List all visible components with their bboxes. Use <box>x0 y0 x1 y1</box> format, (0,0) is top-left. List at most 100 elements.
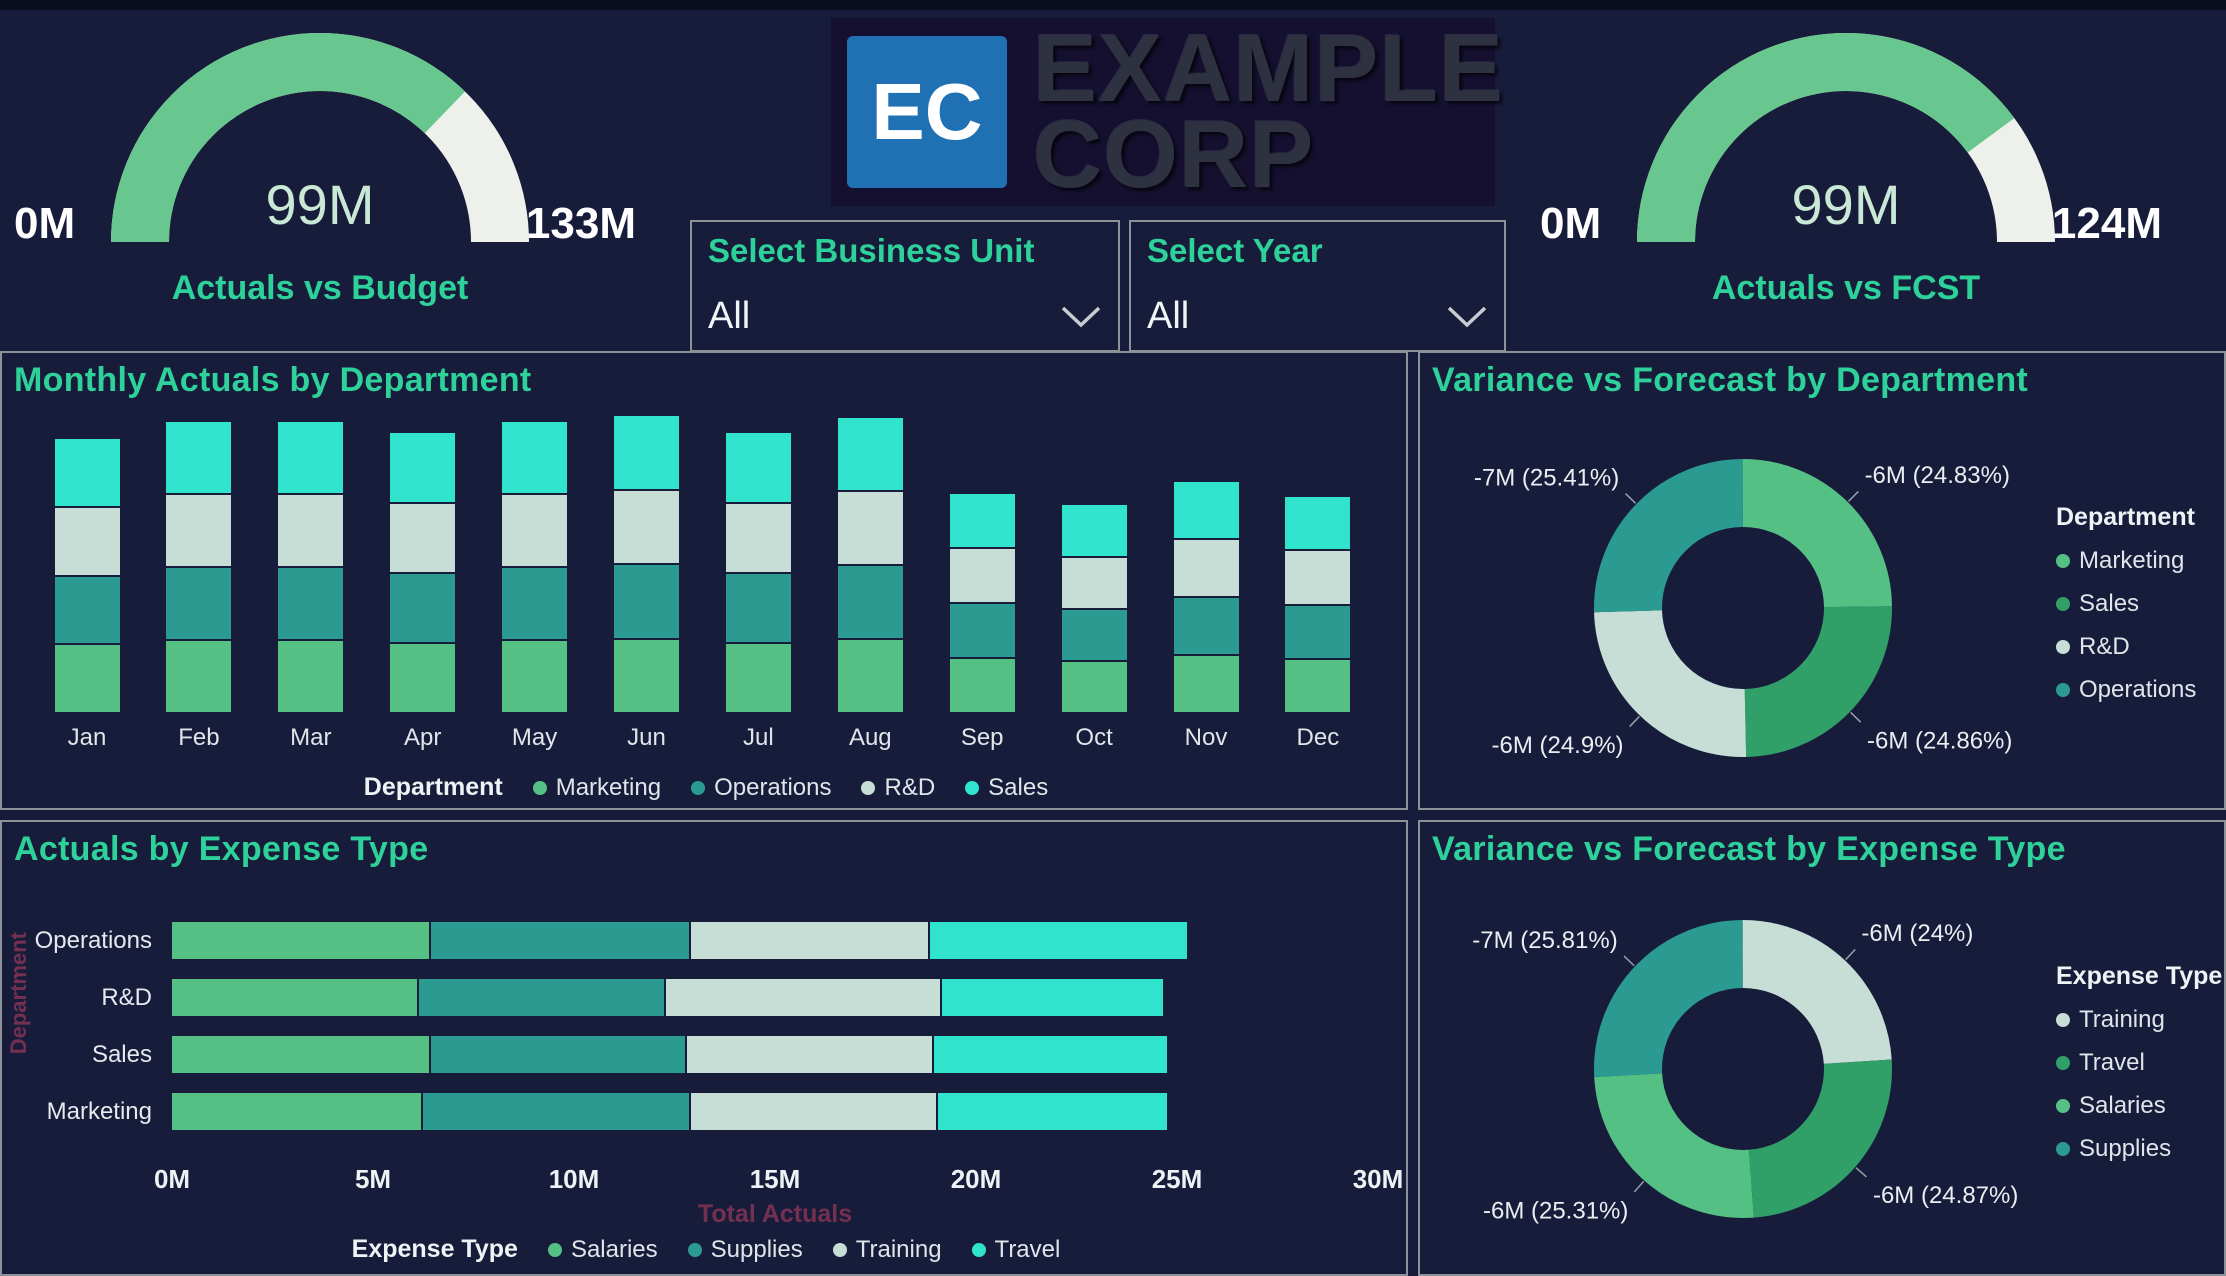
bar-segment-marketing[interactable] <box>725 643 791 712</box>
bar-marketing[interactable] <box>172 1093 1167 1130</box>
bar-r-d[interactable] <box>172 979 1163 1016</box>
legend-item-r-d[interactable]: R&D <box>2056 633 2224 661</box>
bar-segment-r-d[interactable] <box>1173 540 1239 597</box>
bar-segment-marketing[interactable] <box>502 640 568 712</box>
bar-segment-salaries[interactable] <box>172 979 418 1016</box>
legend-item-training[interactable]: Training <box>2056 1006 2224 1034</box>
chevron-down-icon[interactable] <box>1446 305 1488 329</box>
bar-segment-r-d[interactable] <box>725 503 791 572</box>
bar-segment-salaries[interactable] <box>172 1093 422 1130</box>
bar-segment-sales[interactable] <box>725 433 791 502</box>
bar-may[interactable] <box>502 421 568 712</box>
bar-jun[interactable] <box>614 416 679 712</box>
bar-segment-travel[interactable] <box>933 1036 1167 1073</box>
bar-oct[interactable] <box>1061 505 1127 712</box>
donut-slice-salaries[interactable] <box>1594 920 1892 1218</box>
legend-item-operations[interactable]: Operations <box>691 774 831 802</box>
donut-slice-travel[interactable] <box>1594 920 1892 1218</box>
bar-segment-training[interactable] <box>690 922 928 959</box>
chevron-down-icon[interactable] <box>1060 305 1102 329</box>
bar-segment-training[interactable] <box>690 1093 936 1130</box>
bar-segment-operations[interactable] <box>725 573 791 642</box>
slicer-business-unit[interactable]: Select Business Unit All <box>690 220 1120 352</box>
bar-segment-r-d[interactable] <box>949 548 1015 602</box>
bar-segment-r-d[interactable] <box>502 494 568 566</box>
legend-item-operations[interactable]: Operations <box>2056 676 2224 704</box>
bar-segment-operations[interactable] <box>837 566 903 639</box>
bar-jan[interactable] <box>54 439 120 712</box>
bar-segment-marketing[interactable] <box>278 640 344 712</box>
bar-segment-operations[interactable] <box>1173 598 1239 655</box>
bar-aug[interactable] <box>837 418 903 712</box>
bar-sep[interactable] <box>949 493 1015 712</box>
bar-segment-sales[interactable] <box>166 421 232 493</box>
legend-item-travel[interactable]: Travel <box>2056 1049 2224 1077</box>
bar-segment-r-d[interactable] <box>837 492 903 565</box>
bar-segment-r-d[interactable] <box>166 494 232 566</box>
bar-segment-marketing[interactable] <box>390 643 456 712</box>
bar-segment-r-d[interactable] <box>278 494 344 566</box>
legend-item-sales[interactable]: Sales <box>2056 590 2224 618</box>
donut-slice-marketing[interactable] <box>1594 459 1892 757</box>
bar-segment-sales[interactable] <box>1061 505 1127 556</box>
bar-apr[interactable] <box>390 433 456 712</box>
bar-jul[interactable] <box>725 433 791 712</box>
bar-segment-operations[interactable] <box>166 567 232 639</box>
donut-slice-training[interactable] <box>1594 920 1892 1218</box>
bar-segment-operations[interactable] <box>1285 605 1351 658</box>
bar-segment-sales[interactable] <box>1173 482 1239 539</box>
slicer-business-unit-dropdown[interactable]: All <box>708 295 1102 338</box>
bar-segment-training[interactable] <box>666 979 940 1016</box>
legend-item-marketing[interactable]: Marketing <box>532 774 661 802</box>
bar-segment-operations[interactable] <box>949 603 1015 657</box>
bar-segment-sales[interactable] <box>1285 497 1351 550</box>
bar-segment-marketing[interactable] <box>166 640 232 712</box>
bar-segment-supplies[interactable] <box>419 979 665 1016</box>
legend-item-training[interactable]: Training <box>832 1236 942 1264</box>
bar-segment-marketing[interactable] <box>1285 659 1351 712</box>
bar-segment-training[interactable] <box>686 1036 932 1073</box>
bar-segment-marketing[interactable] <box>54 645 120 712</box>
bar-segment-sales[interactable] <box>949 493 1015 547</box>
donut-slice-operations[interactable] <box>1594 459 1892 757</box>
bar-segment-r-d[interactable] <box>1285 551 1351 604</box>
legend-item-supplies[interactable]: Supplies <box>2056 1135 2224 1163</box>
legend-item-travel[interactable]: Travel <box>971 1236 1060 1264</box>
legend-item-r-d[interactable]: R&D <box>861 774 935 802</box>
bar-segment-sales[interactable] <box>614 416 679 489</box>
bar-segment-r-d[interactable] <box>390 503 456 572</box>
slicer-year-dropdown[interactable]: All <box>1147 295 1488 338</box>
bar-operations[interactable] <box>172 922 1187 959</box>
bar-segment-sales[interactable] <box>837 418 903 491</box>
bar-segment-supplies[interactable] <box>431 922 689 959</box>
bar-segment-travel[interactable] <box>929 922 1187 959</box>
bar-segment-sales[interactable] <box>390 433 456 502</box>
bar-segment-sales[interactable] <box>502 421 568 493</box>
bar-segment-operations[interactable] <box>502 567 568 639</box>
legend-item-supplies[interactable]: Supplies <box>687 1236 803 1264</box>
bar-sales[interactable] <box>172 1036 1167 1073</box>
donut-slice-sales[interactable] <box>1594 459 1892 757</box>
bar-mar[interactable] <box>278 421 344 712</box>
bar-segment-travel[interactable] <box>937 1093 1167 1130</box>
legend-item-salaries[interactable]: Salaries <box>2056 1092 2224 1120</box>
bar-feb[interactable] <box>166 421 232 712</box>
donut-slice-r-d[interactable] <box>1594 459 1892 757</box>
bar-segment-supplies[interactable] <box>423 1093 689 1130</box>
legend-item-marketing[interactable]: Marketing <box>2056 547 2224 575</box>
bar-segment-sales[interactable] <box>278 421 344 493</box>
bar-segment-travel[interactable] <box>941 979 1163 1016</box>
bar-segment-marketing[interactable] <box>614 639 679 712</box>
donut-slice-supplies[interactable] <box>1594 920 1892 1218</box>
legend-item-sales[interactable]: Sales <box>965 774 1048 802</box>
bar-segment-operations[interactable] <box>390 573 456 642</box>
bar-segment-operations[interactable] <box>278 567 344 639</box>
bar-segment-r-d[interactable] <box>614 490 679 563</box>
bar-segment-r-d[interactable] <box>54 507 120 575</box>
bar-segment-marketing[interactable] <box>837 640 903 712</box>
bar-segment-sales[interactable] <box>54 439 120 506</box>
bar-segment-marketing[interactable] <box>1173 656 1239 712</box>
bar-segment-marketing[interactable] <box>1061 661 1127 712</box>
slicer-year[interactable]: Select Year All <box>1129 220 1506 352</box>
legend-item-salaries[interactable]: Salaries <box>547 1236 658 1264</box>
